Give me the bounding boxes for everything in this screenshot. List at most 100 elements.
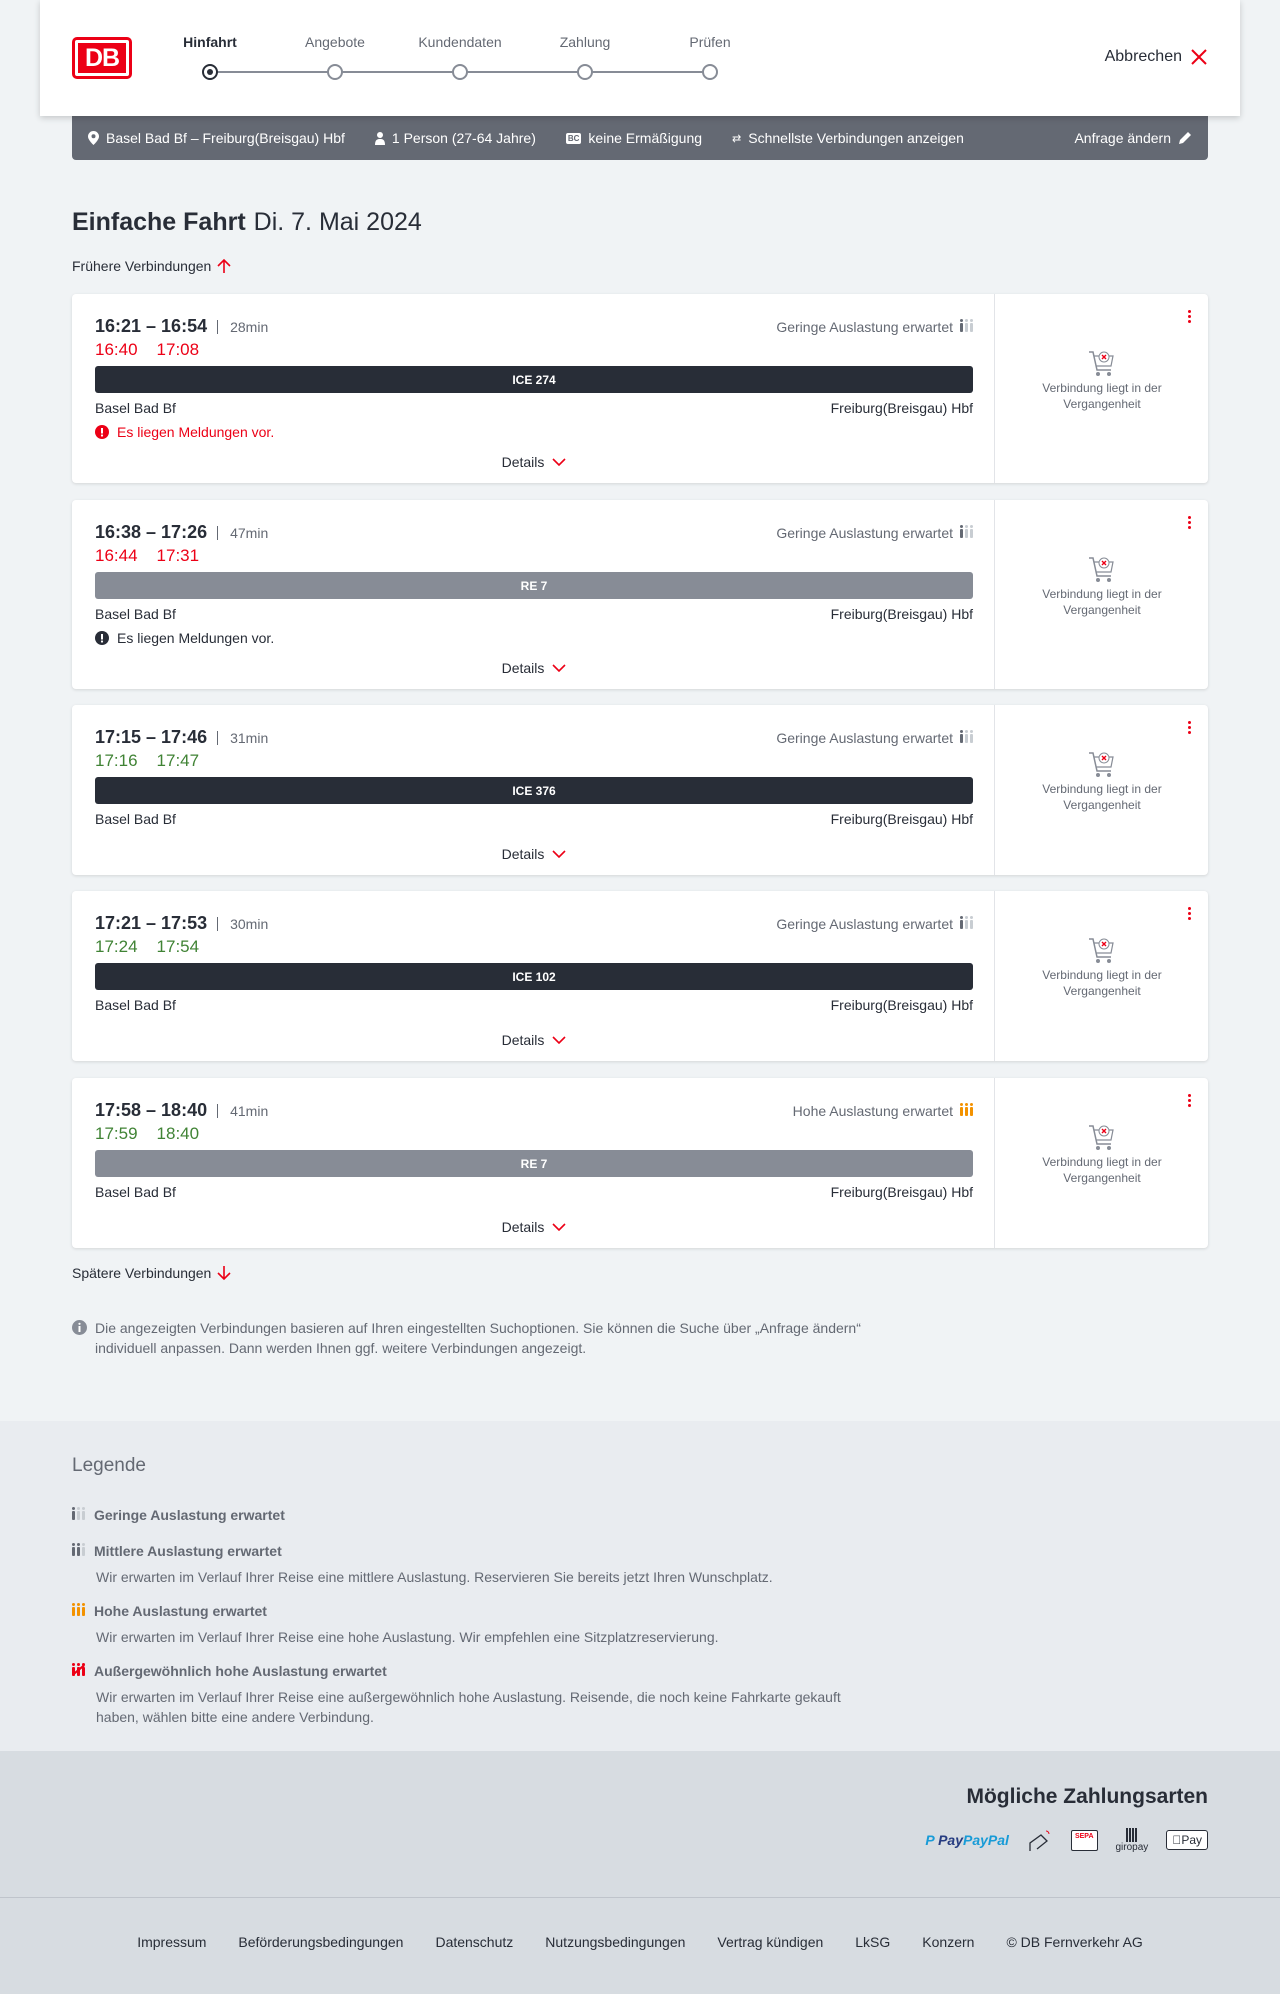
arrival-station: Freiburg(Breisgau) Hbf (830, 997, 973, 1013)
arrival-station: Freiburg(Breisgau) Hbf (830, 1184, 973, 1200)
footer-link[interactable]: Konzern (922, 1934, 975, 1950)
train-bar[interactable]: RE 7 (95, 572, 973, 599)
realtime-times: 17:16 17:47 (95, 751, 199, 771)
earlier-connections-link[interactable]: Frühere Verbindungen (72, 258, 231, 274)
connection-card[interactable]: 17:21 – 17:53 30min 17:24 17:54 Geringe Au… (72, 891, 1208, 1061)
legend-title: Legende (72, 1455, 146, 1476)
realtime-arrival: 17:31 (156, 546, 200, 565)
step-2-label: Kundendaten (418, 34, 502, 50)
details-toggle[interactable]: Details (95, 454, 973, 470)
more-options-icon[interactable] (1188, 721, 1192, 734)
credit-card-contactless-icon (1029, 1830, 1050, 1851)
info-icon (72, 1320, 87, 1335)
train-bar[interactable]: ICE 376 (95, 777, 973, 804)
details-toggle[interactable]: Details (95, 660, 973, 676)
db-logo[interactable]: DB (72, 37, 132, 79)
footer-link[interactable]: LkSG (855, 1934, 891, 1950)
occupancy-icon (960, 915, 973, 929)
connection-card[interactable]: 16:21 – 16:54 28min 16:40 17:08 Geringe Au… (72, 294, 1208, 483)
scheduled-times: 17:15 – 17:46 31min (95, 727, 269, 747)
cart-disabled-icon (1089, 752, 1114, 777)
change-request-button[interactable]: Anfrage ändern (1074, 130, 1192, 146)
chevron-down-icon (552, 664, 566, 672)
step-3-label: Zahlung (559, 34, 611, 50)
cancel-button[interactable]: Abbrechen (1105, 48, 1208, 66)
later-connections-link[interactable]: Spätere Verbindungen (72, 1265, 231, 1281)
duration: 28min (217, 319, 268, 334)
duration: 41min (217, 1103, 268, 1118)
details-toggle[interactable]: Details (95, 1032, 973, 1048)
chevron-down-icon (552, 458, 566, 466)
footer-link[interactable]: Beförderungsbedingungen (238, 1934, 404, 1950)
train-bar[interactable]: RE 7 (95, 1150, 973, 1177)
step-0-label: Hinfahrt (183, 34, 237, 50)
connection-card[interactable]: 17:15 – 17:46 31min 17:16 17:47 Geringe Au… (72, 705, 1208, 875)
bahncard-icon: BC (565, 132, 582, 144)
train-bar[interactable]: ICE 274 (95, 366, 973, 393)
legend-section: Legende Geringe Auslastung erwartet Mittl… (0, 1421, 1280, 1751)
footer-link[interactable]: Nutzungsbedingungen (545, 1934, 686, 1950)
footer-link[interactable]: © DB Fernverkehr AG (1006, 1934, 1143, 1950)
occupancy-indicator: Hohe Auslastung erwartet (793, 1102, 973, 1119)
chevron-down-icon (552, 850, 566, 858)
step-2-indicator (452, 64, 468, 80)
duration: 47min (217, 525, 268, 540)
apple-pay-icon: Pay (1166, 1830, 1208, 1850)
arrival-station: Freiburg(Breisgau) Hbf (830, 400, 973, 416)
arrival-station: Freiburg(Breisgau) Hbf (830, 606, 973, 622)
step-1-indicator (327, 64, 343, 80)
close-icon (1191, 49, 1207, 65)
details-toggle[interactable]: Details (95, 846, 973, 862)
route-summary: Basel Bad Bf – Freiburg(Breisgau) Hbf (88, 130, 345, 146)
legend-description: Wir erwarten im Verlauf Ihrer Reise eine… (96, 1629, 719, 1645)
footer-link[interactable]: Datenschutz (435, 1934, 514, 1950)
scheduled-times: 16:21 – 16:54 28min (95, 316, 269, 336)
arrow-up-icon (217, 258, 231, 273)
payment-title: Mögliche Zahlungsarten (966, 1785, 1208, 1808)
train-bar[interactable]: ICE 102 (95, 963, 973, 990)
connection-card[interactable]: 17:58 – 18:40 41min 17:59 18:40 Hohe Ausla… (72, 1078, 1208, 1248)
chevron-down-icon (552, 1223, 566, 1231)
paypal-icon: P PayPayPal (925, 1832, 1009, 1848)
search-summary-bar: Basel Bad Bf – Freiburg(Breisgau) Hbf 1 … (72, 116, 1208, 160)
realtime-arrival: 17:47 (156, 751, 200, 770)
occupancy-level-icon (72, 1506, 85, 1520)
alert-icon (95, 631, 109, 645)
footer-link[interactable]: Impressum (137, 1934, 207, 1950)
more-options-icon[interactable] (1188, 516, 1192, 529)
scheduled-times: 16:38 – 17:26 47min (95, 522, 269, 542)
more-options-icon[interactable] (1188, 907, 1192, 920)
past-connection-notice: Verbindung liegt in der Vergangenheit (1042, 968, 1162, 998)
realtime-arrival: 17:08 (156, 340, 200, 359)
occupancy-level-icon (72, 1542, 85, 1556)
giropay-icon: giropay (1116, 1827, 1148, 1853)
page-title: Einfache Fahrt Di. 7. Mai 2024 (72, 208, 422, 236)
swap-arrows-icon: ⇄ (732, 132, 742, 145)
more-options-icon[interactable] (1188, 1094, 1192, 1107)
booking-panel: Verbindung liegt in der Vergangenheit (994, 294, 1208, 483)
legend-description: Wir erwarten im Verlauf Ihrer Reise eine… (96, 1689, 841, 1725)
header: DB Hinfahrt Angebote Kundendaten Zahlung Prü… (40, 0, 1240, 116)
departure-station: Basel Bad Bf (95, 1184, 176, 1200)
connection-card[interactable]: 16:38 – 17:26 47min 16:44 17:31 Geringe Au… (72, 500, 1208, 689)
booking-panel: Verbindung liegt in der Vergangenheit (994, 500, 1208, 689)
departure-station: Basel Bad Bf (95, 400, 176, 416)
realtime-departure: 16:40 (95, 340, 138, 359)
past-connection-notice: Verbindung liegt in der Vergangenheit (1042, 1155, 1162, 1185)
scheduled-times: 17:58 – 18:40 41min (95, 1100, 269, 1120)
occupancy-icon (960, 318, 973, 332)
realtime-departure: 17:24 (95, 937, 138, 956)
realtime-departure: 16:44 (95, 546, 138, 565)
legend-item: Geringe Auslastung erwartet (72, 1506, 872, 1523)
footer-link[interactable]: Vertrag kündigen (717, 1934, 824, 1950)
info-note: Die angezeigten Verbindungen basieren au… (72, 1318, 872, 1358)
booking-panel: Verbindung liegt in der Vergangenheit (994, 705, 1208, 875)
scheduled-times: 17:21 – 17:53 30min (95, 913, 269, 933)
realtime-departure: 17:16 (95, 751, 138, 770)
step-4-indicator (702, 64, 718, 80)
footer: Impressum Beförderungsbedingungen Datensch… (0, 1898, 1280, 1994)
details-toggle[interactable]: Details (95, 1219, 973, 1235)
more-options-icon[interactable] (1188, 310, 1192, 323)
step-3-indicator (577, 64, 593, 80)
occupancy-level-icon (72, 1602, 85, 1616)
